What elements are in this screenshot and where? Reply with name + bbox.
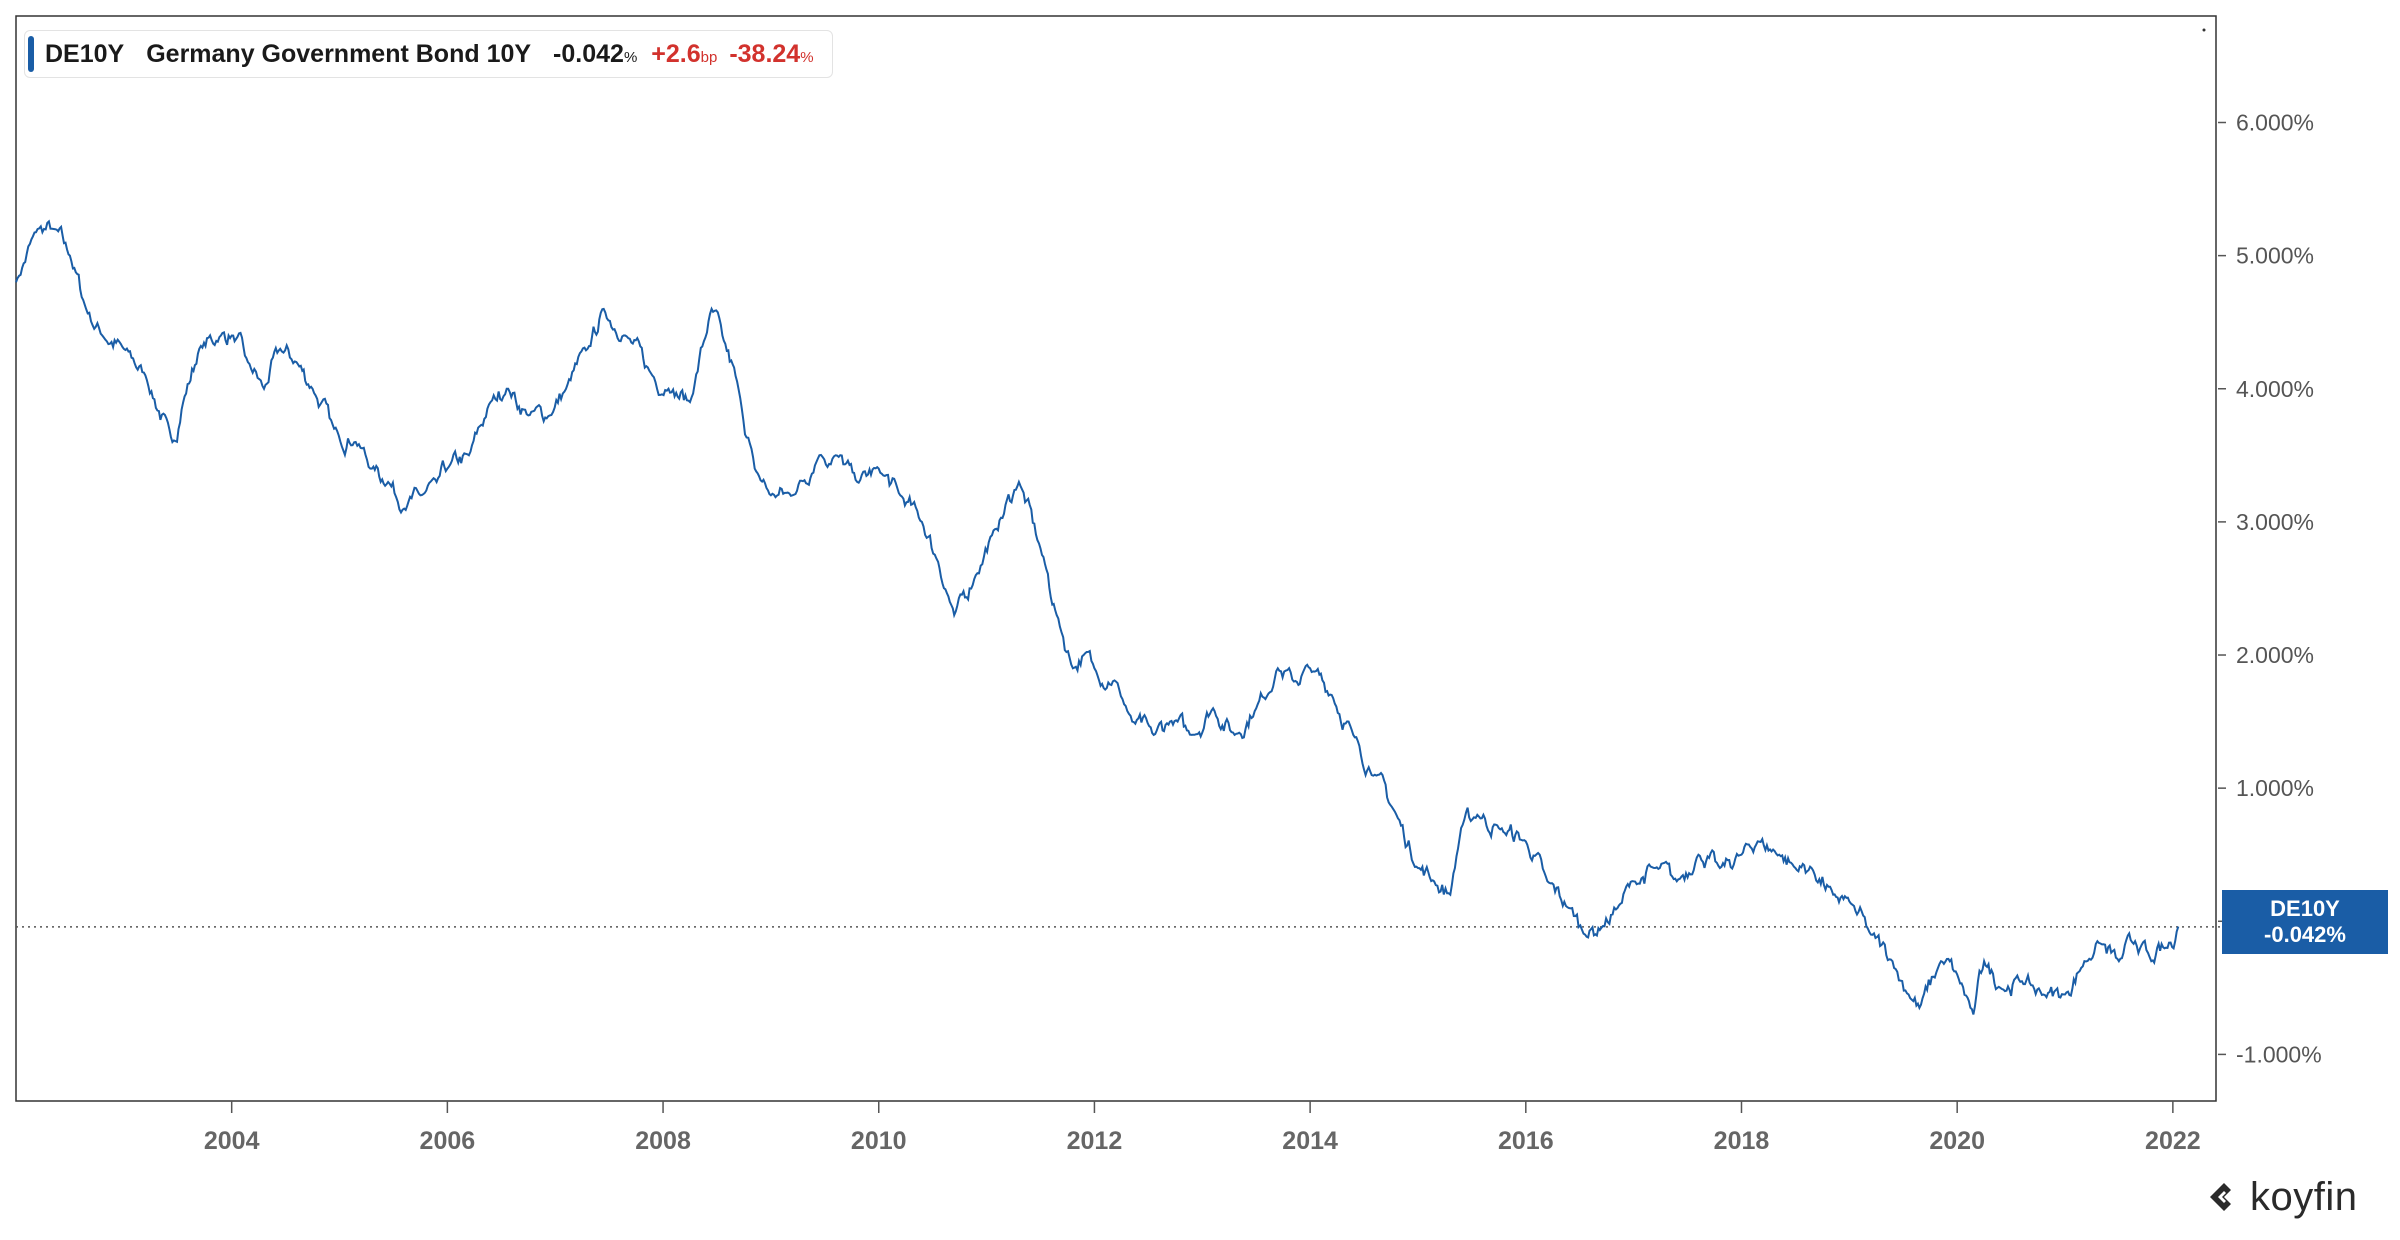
legend-change-pct: -38.24% <box>729 40 813 69</box>
top-right-dot <box>2202 28 2206 32</box>
legend-value-unit: % <box>623 48 638 66</box>
price-tag-symbol: DE10Y <box>2270 896 2340 921</box>
legend-change-pct-number: -38.24 <box>729 39 801 68</box>
legend-change-number: +2.6 <box>651 39 701 68</box>
y-tick-label: 4.000% <box>2236 376 2314 402</box>
x-tick-label: 2022 <box>2145 1127 2201 1155</box>
y-tick-label: 6.000% <box>2236 110 2314 136</box>
y-tick-label: 1.000% <box>2236 775 2314 801</box>
legend-symbol: DE10Y <box>45 39 125 68</box>
y-tick-label: 3.000% <box>2236 509 2314 535</box>
x-tick-label: 2010 <box>851 1127 907 1155</box>
legend-change-unit: bp <box>700 48 718 66</box>
x-tick-label: 2012 <box>1067 1127 1123 1155</box>
y-tick-label: -1.000% <box>2236 1041 2322 1067</box>
y-tick-label: 2.000% <box>2236 642 2314 668</box>
x-tick-label: 2016 <box>1498 1127 1554 1155</box>
x-tick-label: 2004 <box>204 1127 260 1155</box>
legend-name: Germany Government Bond 10Y <box>146 39 532 68</box>
legend-color-bar <box>28 36 34 72</box>
legend-change-pct-unit: % <box>800 48 814 66</box>
y-tick-label: 5.000% <box>2236 243 2314 269</box>
series-line-de10y <box>15 219 2180 1015</box>
x-tick-label: 2014 <box>1282 1127 1338 1155</box>
x-tick-label: 2006 <box>420 1127 476 1155</box>
legend-value: -0.042% <box>553 40 637 69</box>
koyfin-logo-icon <box>2210 1183 2231 1211</box>
x-tick-label: 2008 <box>635 1127 691 1155</box>
legend-change: +2.6bp <box>651 40 717 69</box>
legend-value-number: -0.042 <box>553 39 624 68</box>
price-tag-value: -0.042% <box>2264 922 2346 947</box>
plot-frame <box>15 15 2217 1102</box>
x-axis: 2004 2006 2008 2010 2012 2014 2016 2018 2020 2022 <box>204 1101 2201 1155</box>
brand-logo[interactable]: koyfin <box>2204 1172 2358 1222</box>
x-tick-label: 2020 <box>1929 1127 1985 1155</box>
brand-name: koyfin <box>2250 1174 2358 1219</box>
legend[interactable]: DE10Y Germany Government Bond 10Y -0.042… <box>24 30 833 78</box>
x-tick-label: 2018 <box>1714 1127 1770 1155</box>
current-price-tag: DE10Y -0.042% <box>2222 890 2388 954</box>
